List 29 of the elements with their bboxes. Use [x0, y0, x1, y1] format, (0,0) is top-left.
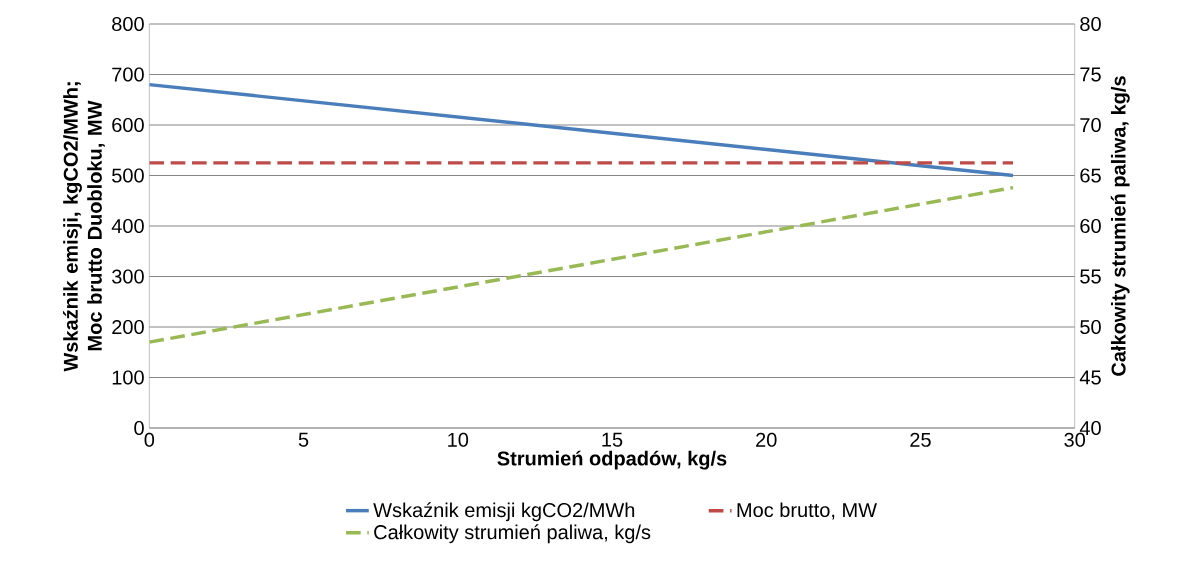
y2-tick-label: 45	[1079, 370, 1101, 385]
legend-label: Całkowity strumień paliwa, kg/s	[374, 524, 651, 544]
y2-axis-title: Całkowity strumień paliwa, kg/s	[1110, 76, 1130, 376]
x-tick-label: 5	[298, 432, 309, 447]
y2-tick-label: 75	[1080, 67, 1101, 82]
y-tick-label: 800	[112, 17, 144, 32]
y2-tick-label: 70	[1080, 118, 1101, 133]
y-tick-label: 400	[111, 219, 144, 234]
y2-tick-label: 50	[1080, 320, 1101, 335]
y-tick-label: 300	[112, 269, 144, 284]
x-axis-title: Strumień odpadów, kg/s	[497, 450, 727, 470]
legend-label: Moc brutto, MW	[737, 502, 877, 520]
x-tick-label: 10	[448, 432, 469, 448]
x-tick-label: 15	[602, 432, 623, 447]
y2-tick-label: 65	[1080, 168, 1101, 183]
x-tick-label: 0	[144, 432, 155, 448]
y-tick-label: 600	[112, 118, 144, 133]
y-tick-label: 700	[112, 67, 144, 82]
y2-tick-label: 55	[1080, 269, 1101, 284]
x-tick-label: 25	[910, 432, 931, 448]
y-tick-label: 0	[134, 421, 144, 436]
legend-label: Wskaźnik emisji kgCO2/MWh	[373, 502, 635, 522]
y-axis-title: Wskaźnik emisji, kgCO2/MWh; Moc brutto Duobloku, MW	[63, 82, 105, 372]
y-tick-label: 100	[112, 370, 144, 385]
y-tick-label: 500	[112, 168, 144, 183]
y2-tick-label: 60	[1080, 219, 1101, 234]
y-tick-label: 200	[112, 320, 144, 335]
y2-tick-label: 80	[1080, 17, 1101, 32]
x-tick-label: 20	[756, 432, 777, 448]
